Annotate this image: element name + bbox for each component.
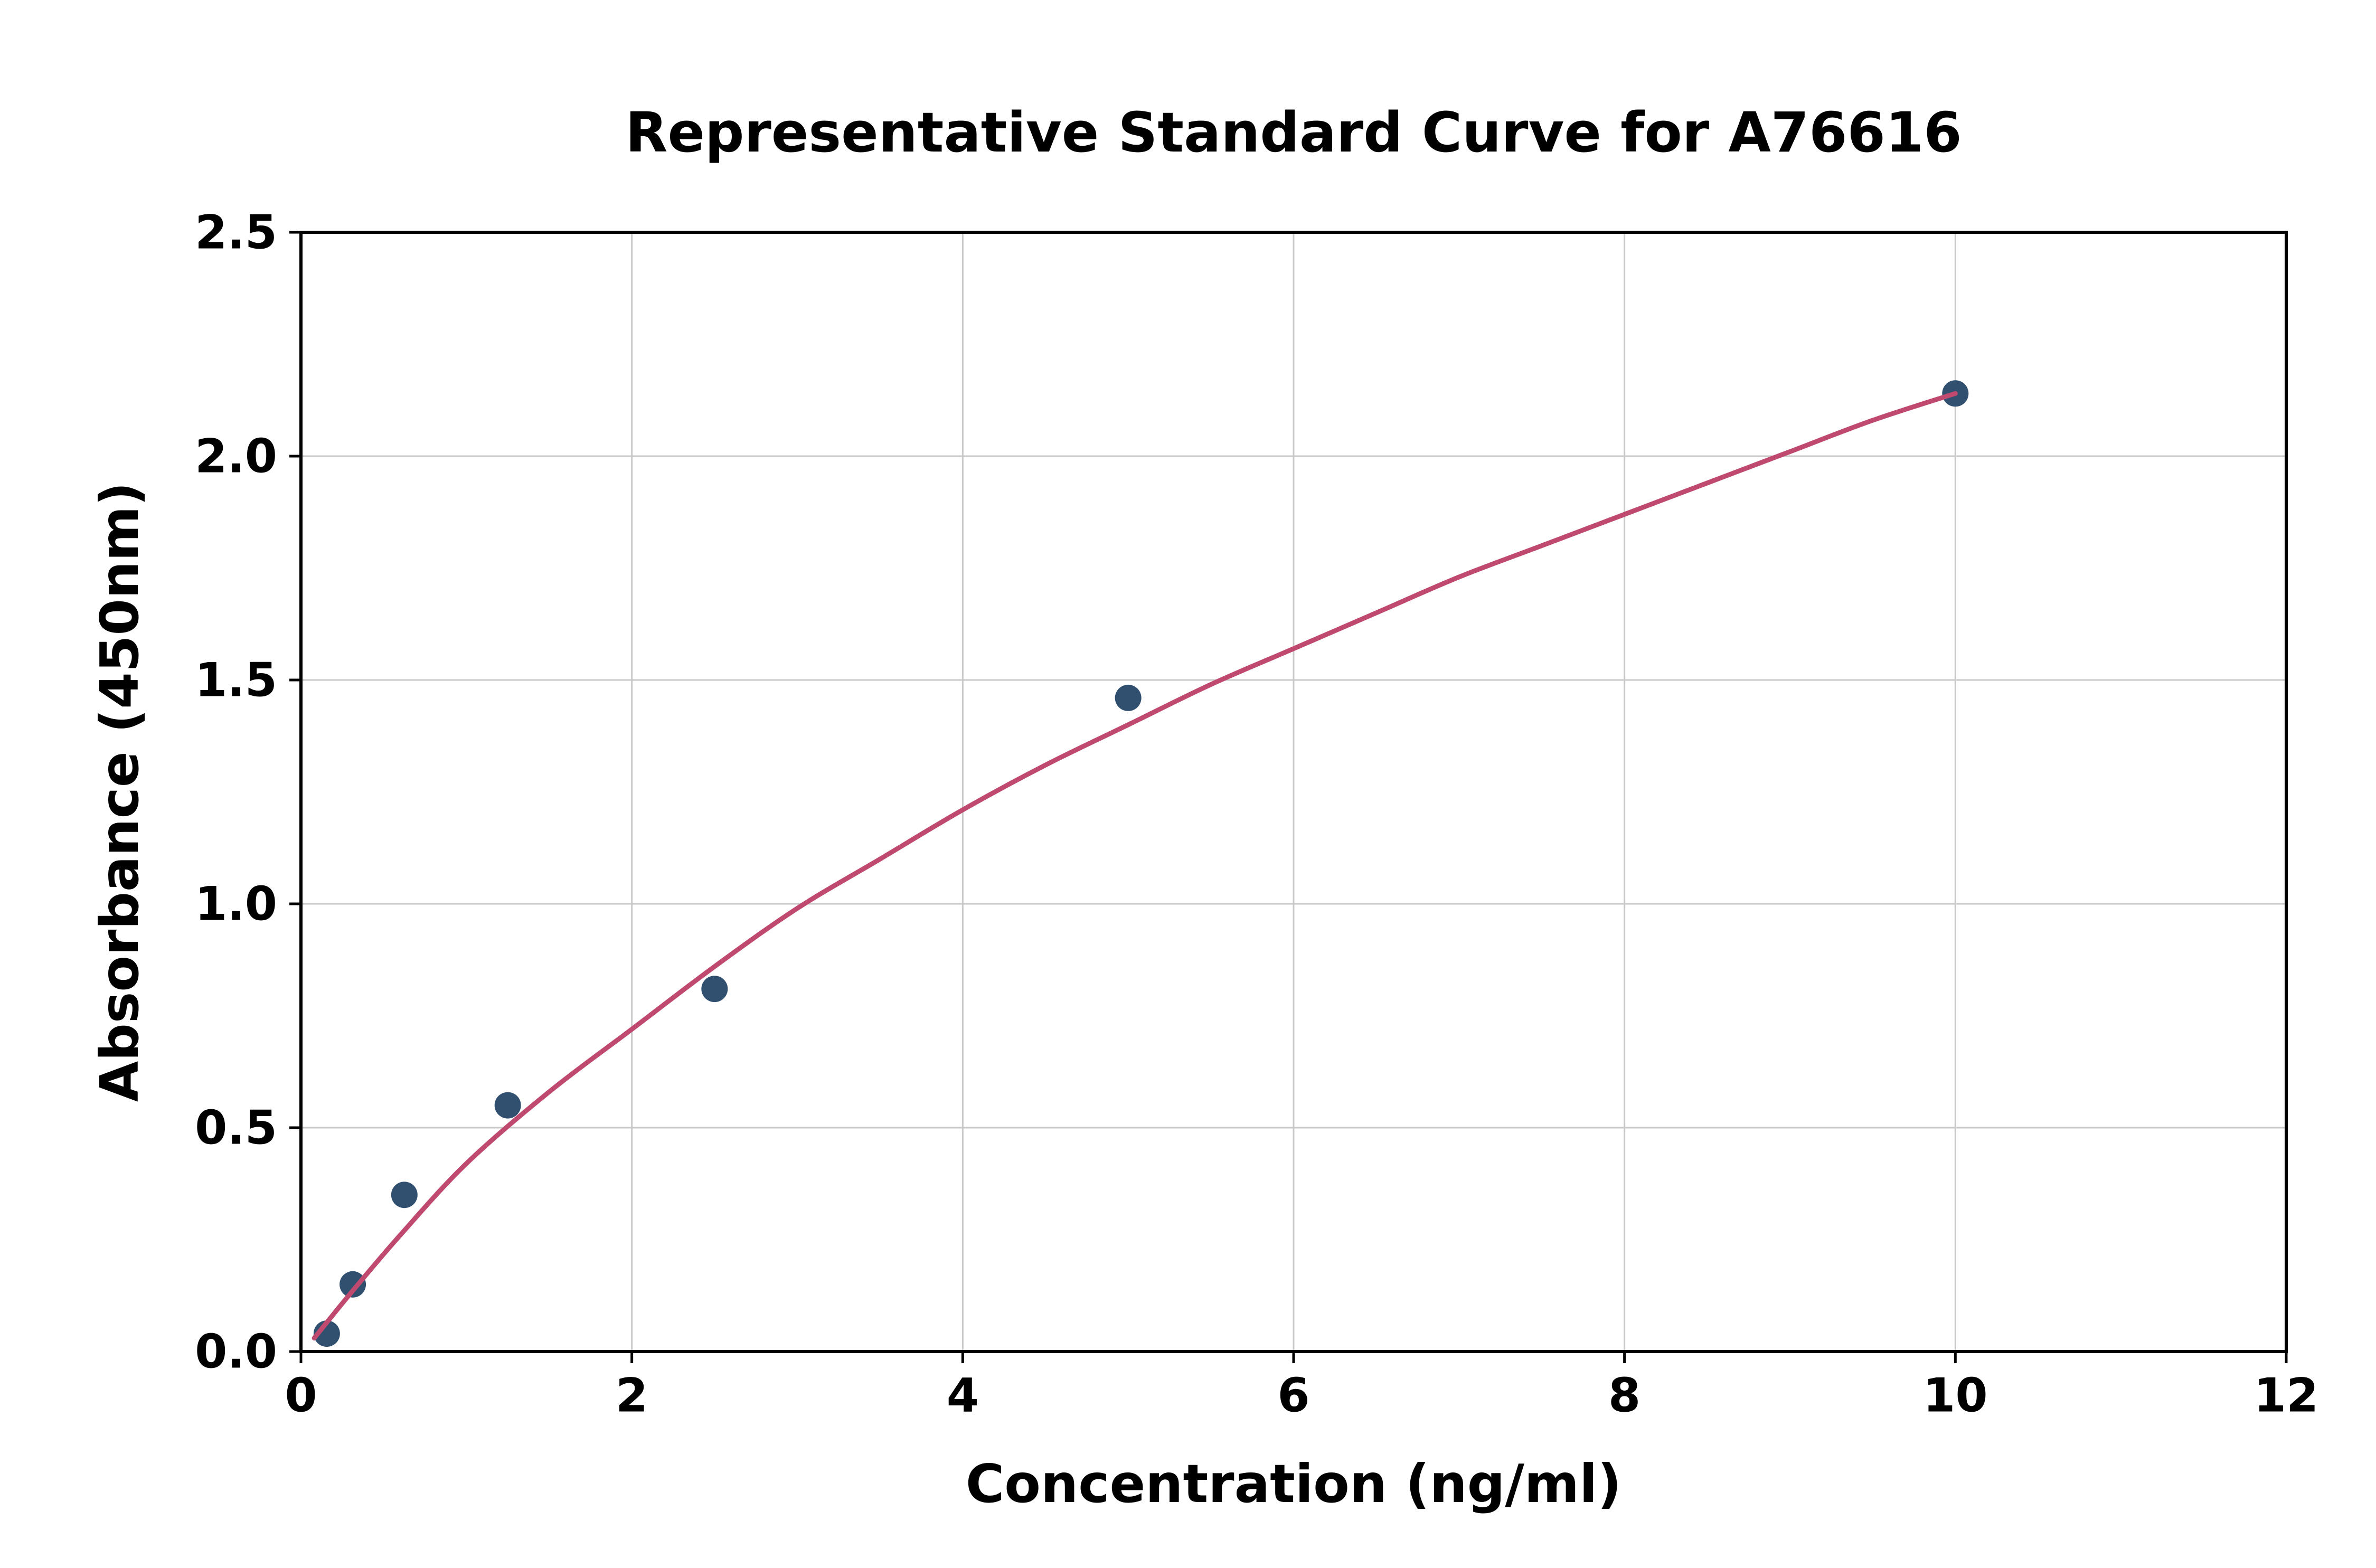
y-tick-label: 1.5 bbox=[195, 653, 277, 707]
x-tick-label: 12 bbox=[2254, 1368, 2318, 1423]
data-point bbox=[340, 1271, 366, 1298]
x-tick-label: 4 bbox=[947, 1368, 979, 1423]
chart-title: Representative Standard Curve for A76616 bbox=[625, 100, 1962, 165]
plot-frame bbox=[299, 231, 2288, 1353]
data-points bbox=[313, 380, 1969, 1347]
data-point bbox=[391, 1182, 418, 1208]
x-tick-label: 0 bbox=[285, 1368, 317, 1423]
y-tick-label: 1.0 bbox=[195, 877, 277, 931]
fit-curve bbox=[312, 391, 1958, 1341]
axis-ticks: 0 2 4 6 8 10 12 0.0 0.5 1.0 1.5 2.0 2.5 bbox=[195, 205, 2318, 1423]
x-tick-label: 2 bbox=[616, 1368, 648, 1423]
grid-lines bbox=[300, 231, 2287, 1353]
y-tick-label: 0.0 bbox=[195, 1325, 277, 1379]
data-point bbox=[701, 976, 728, 1003]
x-tick-label: 10 bbox=[1923, 1368, 1987, 1423]
y-tick-label: 2.0 bbox=[195, 429, 277, 484]
x-tick-label: 8 bbox=[1608, 1368, 1640, 1423]
x-axis-label: Concentration (ng/ml) bbox=[965, 1453, 1622, 1515]
y-tick-label: 0.5 bbox=[195, 1101, 277, 1155]
x-tick-label: 6 bbox=[1277, 1368, 1309, 1423]
y-tick-label: 2.5 bbox=[195, 205, 277, 260]
data-point bbox=[494, 1092, 521, 1119]
data-point bbox=[1115, 684, 1142, 711]
